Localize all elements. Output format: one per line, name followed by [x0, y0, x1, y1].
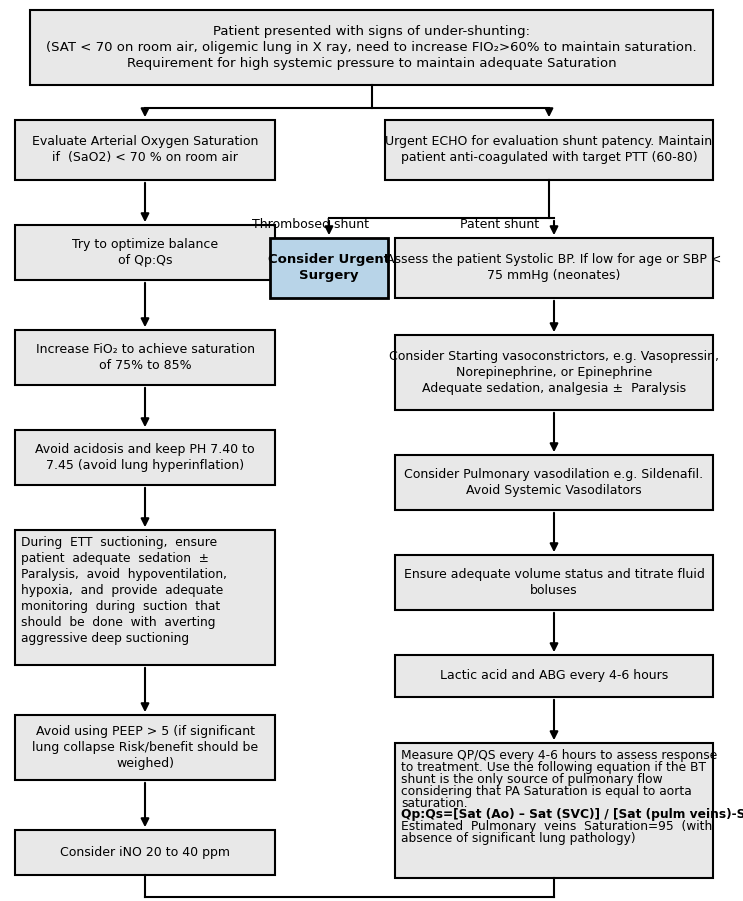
Bar — [15, 225, 275, 280]
Bar — [385, 120, 713, 180]
Text: Patent shunt: Patent shunt — [461, 219, 539, 232]
Text: Qp:Qs=[Sat (Ao) – Sat (SVC)] / [Sat (pulm veins)-Sat (PA)]: Qp:Qs=[Sat (Ao) – Sat (SVC)] / [Sat (pul… — [401, 808, 743, 822]
Text: considering that PA Saturation is equal to aorta: considering that PA Saturation is equal … — [401, 785, 692, 797]
Text: absence of significant lung pathology): absence of significant lung pathology) — [401, 833, 635, 845]
Text: Consider iNO 20 to 40 ppm: Consider iNO 20 to 40 ppm — [60, 846, 230, 859]
Text: Lactic acid and ABG every 4-6 hours: Lactic acid and ABG every 4-6 hours — [440, 669, 668, 682]
Bar — [395, 743, 713, 878]
Text: saturation.: saturation. — [401, 796, 467, 809]
Text: Measure QP/QS every 4-6 hours to assess response: Measure QP/QS every 4-6 hours to assess … — [401, 749, 717, 762]
Text: Thrombosed shunt: Thrombosed shunt — [251, 219, 369, 232]
Text: Avoid using PEEP > 5 (if significant
lung collapse Risk/benefit should be
weighe: Avoid using PEEP > 5 (if significant lun… — [32, 725, 258, 770]
Bar — [15, 715, 275, 780]
Bar — [395, 555, 713, 610]
Bar — [395, 238, 713, 298]
Text: Assess the patient Systolic BP. If low for age or SBP <
75 mmHg (neonates): Assess the patient Systolic BP. If low f… — [386, 253, 721, 283]
Bar — [270, 238, 388, 298]
Text: shunt is the only source of pulmonary flow: shunt is the only source of pulmonary fl… — [401, 773, 663, 786]
Text: Try to optimize balance
of Qp:Qs: Try to optimize balance of Qp:Qs — [72, 238, 218, 267]
Text: Increase FiO₂ to achieve saturation
of 75% to 85%: Increase FiO₂ to achieve saturation of 7… — [36, 343, 255, 372]
Text: Patient presented with signs of under-shunting:
(SAT < 70 on room air, oligemic : Patient presented with signs of under-sh… — [46, 25, 697, 70]
Bar — [15, 530, 275, 665]
Text: Consider Starting vasoconstrictors, e.g. Vasopressin,
Norepinephrine, or Epineph: Consider Starting vasoconstrictors, e.g.… — [389, 350, 719, 395]
Text: Consider Pulmonary vasodilation e.g. Sildenafil.
Avoid Systemic Vasodilators: Consider Pulmonary vasodilation e.g. Sil… — [404, 468, 704, 497]
Bar — [15, 120, 275, 180]
Bar — [395, 455, 713, 510]
Text: Ensure adequate volume status and titrate fluid
boluses: Ensure adequate volume status and titrat… — [403, 568, 704, 597]
Text: Avoid acidosis and keep PH 7.40 to
7.45 (avoid lung hyperinflation): Avoid acidosis and keep PH 7.40 to 7.45 … — [35, 443, 255, 472]
Bar — [395, 655, 713, 697]
Bar — [395, 335, 713, 410]
Text: Urgent ECHO for evaluation shunt patency. Maintain
patient anti-coagulated with : Urgent ECHO for evaluation shunt patency… — [386, 135, 713, 165]
Text: Estimated  Pulmonary  veins  Saturation=95  (with: Estimated Pulmonary veins Saturation=95 … — [401, 820, 713, 833]
Bar — [15, 430, 275, 485]
Text: Consider Urgent
Surgery: Consider Urgent Surgery — [268, 253, 390, 283]
Text: Evaluate Arterial Oxygen Saturation
if  (SaO2) < 70 % on room air: Evaluate Arterial Oxygen Saturation if (… — [32, 135, 258, 165]
Bar — [30, 10, 713, 85]
Text: to treatment. Use the following equation if the BT: to treatment. Use the following equation… — [401, 760, 706, 774]
Bar — [15, 330, 275, 385]
Text: During  ETT  suctioning,  ensure
patient  adequate  sedation  ±
Paralysis,  avoi: During ETT suctioning, ensure patient ad… — [21, 536, 227, 645]
Bar — [15, 830, 275, 875]
